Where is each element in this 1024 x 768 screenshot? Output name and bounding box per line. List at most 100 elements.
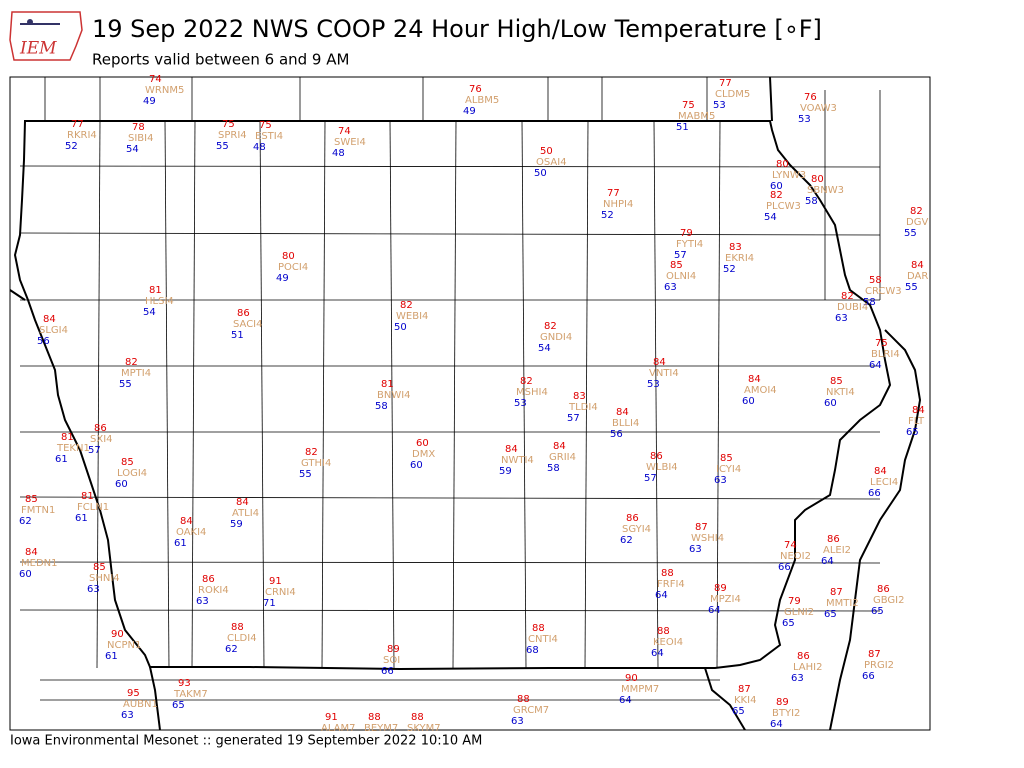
station-high: 82 [400, 300, 413, 311]
station-id: RKRI4 [67, 130, 97, 141]
station-low: 57 [644, 473, 657, 484]
station-high: 74 [149, 74, 162, 85]
station-high: 88 [368, 712, 381, 723]
station-low: 58 [547, 463, 560, 474]
station-high: 84 [180, 516, 193, 527]
station-id: MEDN1 [21, 558, 58, 569]
station-low: 54 [126, 144, 139, 155]
station-low: 64 [821, 556, 834, 567]
station-id: MPZI4 [710, 594, 741, 605]
station-low: 66 [778, 562, 791, 573]
station-low: 60 [410, 460, 423, 471]
station-id: SXI4 [90, 434, 113, 445]
station-id: LOGI4 [117, 468, 147, 479]
station-high: 87 [830, 587, 843, 598]
station-high: 86 [237, 308, 250, 319]
station-low: 64 [869, 360, 882, 371]
station-id: KEOI4 [653, 637, 683, 648]
station-low: 65 [172, 700, 185, 711]
station-high: 87 [738, 684, 751, 695]
station-low: 49 [143, 96, 156, 107]
county-line [716, 120, 721, 669]
station-high: 80 [811, 174, 824, 185]
station-low: 60 [19, 569, 32, 580]
station-low: 57 [567, 413, 580, 424]
station-high: 86 [650, 451, 663, 462]
station-low: 59 [499, 466, 512, 477]
station-high: 87 [695, 522, 708, 533]
station-high: 83 [729, 242, 742, 253]
station-id: SIBI4 [128, 133, 153, 144]
station-high: 84 [553, 441, 566, 452]
station-high: 89 [714, 583, 727, 594]
station-low: 65 [732, 706, 745, 717]
station-low: 49 [276, 273, 289, 284]
station-id: ATLI4 [232, 508, 259, 519]
station-low: 65 [782, 618, 795, 629]
station-id: WEBI4 [396, 311, 428, 322]
station-id: POCI4 [278, 262, 308, 273]
station-low: 54 [764, 212, 777, 223]
station-low: 65 [824, 609, 837, 620]
station-high: 89 [776, 697, 789, 708]
station-high: 85 [121, 457, 134, 468]
station-high: 84 [236, 497, 249, 508]
station-low: 63 [121, 710, 134, 721]
station-high: 84 [616, 407, 629, 418]
station-high: 84 [505, 444, 518, 455]
station-low: 66 [381, 666, 394, 677]
station-id: WLBI4 [646, 462, 678, 473]
station-id: LYNW3 [772, 170, 806, 181]
county-lines [19, 77, 881, 701]
county-line [584, 120, 589, 669]
station-high: 82 [770, 190, 783, 201]
station-high: 75 [875, 338, 888, 349]
station-id: SOI [383, 655, 400, 666]
station-low: 64 [651, 648, 664, 659]
station-id: DAR [907, 271, 928, 282]
station-low: 57 [674, 250, 687, 261]
station-high: 50 [540, 146, 553, 157]
station-id: ROKI4 [198, 585, 229, 596]
county-line [19, 232, 881, 236]
station-high: 86 [797, 651, 810, 662]
station-high: 60 [416, 438, 429, 449]
station-low: 65 [871, 606, 884, 617]
station-low: 65 [906, 427, 919, 438]
station-high: 77 [607, 188, 620, 199]
station-id: FYTI4 [676, 239, 703, 250]
station-id: LAHI2 [793, 662, 822, 673]
station-low: 61 [174, 538, 187, 549]
station-id: FLT [908, 416, 925, 427]
station-low: 50 [394, 322, 407, 333]
station-id: VNTI4 [649, 368, 679, 379]
station-high: 89 [387, 644, 400, 655]
station-low: 63 [664, 282, 677, 293]
station-id: NEOI2 [780, 551, 811, 562]
station-low: 63 [835, 313, 848, 324]
station-high: 85 [670, 260, 683, 271]
station-id: WSHI4 [691, 533, 724, 544]
station-high: 86 [827, 534, 840, 545]
station-low: 55 [905, 282, 918, 293]
station-id: CNTI4 [528, 634, 558, 645]
station-id: NHPI4 [603, 199, 633, 210]
station-high: 74 [338, 126, 351, 137]
station-low: 56 [37, 336, 50, 347]
station-high: 86 [202, 574, 215, 585]
station-low: 52 [723, 264, 736, 275]
station-high: 91 [269, 576, 282, 587]
title: 19 Sep 2022 NWS COOP 24 Hour High/Low Te… [92, 15, 822, 43]
station-high: 82 [841, 291, 854, 302]
station-high: 88 [517, 694, 530, 705]
station-high: 87 [868, 649, 881, 660]
station-high: 84 [911, 260, 924, 271]
station-low: 61 [75, 513, 88, 524]
station-id: CLDM5 [715, 89, 750, 100]
station-low: 52 [65, 141, 78, 152]
county-line [164, 120, 170, 669]
station-id: FRFI4 [657, 579, 685, 590]
station-id: FCLN1 [77, 502, 109, 513]
station-id: TAKM7 [173, 689, 208, 700]
county-line [653, 120, 659, 669]
